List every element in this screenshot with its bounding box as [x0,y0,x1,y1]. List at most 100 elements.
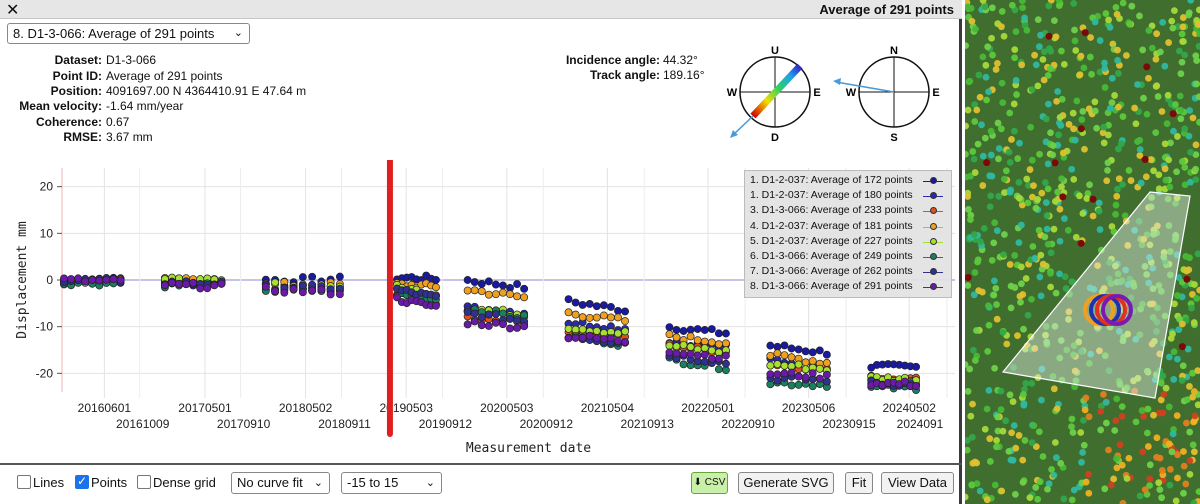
fit-button[interactable]: Fit [845,472,873,494]
map-point [1102,398,1110,406]
generate-svg-button[interactable]: Generate SVG [738,472,834,494]
map-point [974,140,982,148]
map-point-dark [1141,156,1149,164]
map-point [1065,120,1073,128]
map-point [1087,34,1094,41]
data-point [794,380,803,389]
points-checkbox[interactable] [75,474,89,489]
data-point [67,275,76,284]
map-point [1153,30,1161,38]
download-csv-button[interactable]: ⬇ CSV [691,472,728,494]
map-point [1114,57,1122,64]
map-point [1054,188,1062,196]
map-point [1167,465,1174,473]
map-point [965,42,970,50]
map-point [1183,396,1191,404]
map-point [1009,456,1017,464]
data-point [780,341,789,350]
lines-checkbox[interactable] [17,475,31,489]
map-point [971,269,979,276]
map-point [1179,362,1187,370]
map-point [968,433,976,441]
data-point [700,344,709,353]
map-point [965,436,971,444]
data-point [298,288,307,297]
map-point [1101,485,1109,493]
map-point-dark [1045,32,1053,40]
map-point [1166,248,1174,255]
compass-east-label: E [813,87,820,99]
map-point [1189,114,1197,122]
points-label[interactable]: Points [91,475,128,490]
map-point [1060,495,1068,503]
map-point [1147,156,1155,163]
data-point [308,286,317,295]
data-point [335,290,344,299]
x-tick-label: 20170501 [178,401,232,415]
map-point [1091,18,1099,26]
data-point [621,317,629,326]
map-point [971,118,979,125]
map-point [1150,337,1158,345]
data-point [463,320,472,329]
data-point [203,284,212,293]
map-point [1174,292,1181,299]
map-point [1145,27,1153,34]
map-point [1035,226,1043,234]
x-tick-label-lower: 2024091 [897,417,944,431]
legend-entry: 6. D1-3-066: Average of 249 points [750,250,913,262]
map-point [1104,131,1112,139]
map-point [1008,136,1015,143]
map-point [998,23,1005,31]
map-point [1111,262,1119,270]
map-point [970,231,978,238]
incidence-angle-label: Incidence angle: [565,53,660,67]
map-point [1036,478,1044,486]
curve-fit-select[interactable]: No curve fit ⌄ [231,472,330,494]
map-point-dark [1059,193,1067,201]
map-point [1042,331,1049,339]
map-point [1018,280,1025,288]
data-point [477,313,486,322]
map-point [1003,340,1011,348]
map-point [1155,479,1163,487]
map-point [1085,360,1093,367]
timeseries-panel: ✕ Average of 291 points 8. D1-3-066: Ave… [0,0,962,504]
map-point [965,446,971,454]
map-point [966,77,974,85]
map-point [1149,300,1157,308]
dense-grid-checkbox[interactable] [137,475,151,489]
displacement-chart[interactable]: 20 10 0 -10 -20 20160601 20170501 20180502 20190… [0,160,962,460]
data-point [599,311,608,320]
lines-label[interactable]: Lines [33,475,65,490]
map-point [1152,129,1160,136]
map-point [965,150,969,158]
range-select[interactable]: -15 to 15 ⌄ [341,472,442,494]
map-point [1186,254,1193,262]
map-point [1015,432,1023,439]
data-point [513,316,522,325]
map-point [1114,70,1122,77]
dense-grid-label[interactable]: Dense grid [153,475,216,490]
map-point [1101,65,1109,72]
legend-swatch [930,237,937,245]
dataset-select[interactable]: 8. D1-3-066: Average of 291 points ⌄ [7,23,250,44]
legend-swatch [930,207,937,215]
map-point [1059,149,1067,157]
data-point [614,329,622,338]
map-point [1108,74,1116,82]
legend-swatch [930,177,937,184]
map-point [1006,158,1014,166]
map-point [1086,284,1094,292]
close-icon[interactable]: ✕ [6,0,20,19]
data-point [308,272,317,281]
map-point [1085,489,1093,497]
map-point [984,302,992,310]
map-view[interactable] [965,0,1200,504]
view-data-button[interactable]: View Data [881,472,954,494]
data-point [271,287,280,296]
map-canvas[interactable] [965,0,1200,504]
map-point [1176,92,1184,100]
data-point [317,285,326,294]
map-point [1042,199,1050,206]
